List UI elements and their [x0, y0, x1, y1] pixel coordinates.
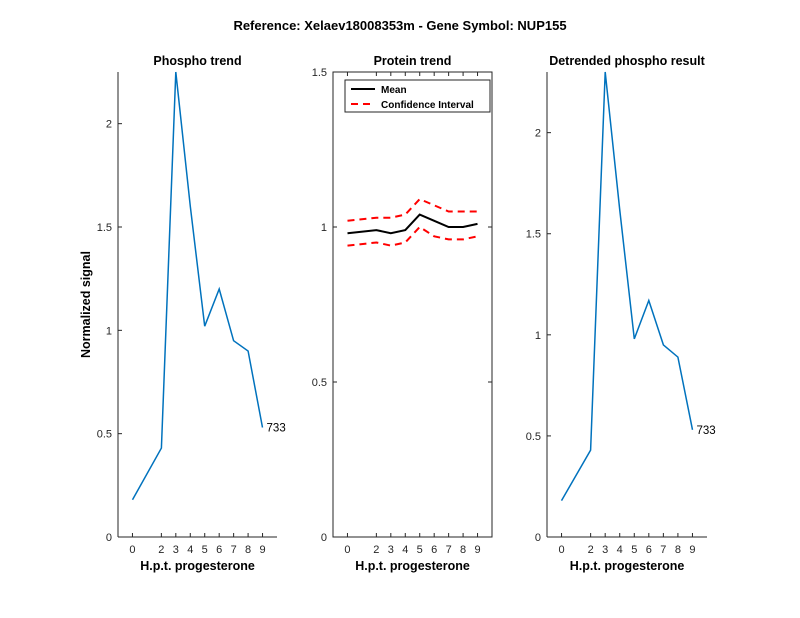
series-line-1	[347, 213, 478, 235]
x-tick-label: 4	[187, 544, 193, 556]
series-line-1	[560, 71, 694, 501]
figure-title: Reference: Xelaev18008353m - Gene Symbol…	[233, 18, 566, 33]
x-axis-label: H.p.t. progesterone	[570, 559, 685, 573]
x-tick-label: 9	[474, 544, 480, 556]
y-axis-label: Normalized signal	[79, 251, 93, 358]
x-tick-label: 5	[417, 544, 423, 556]
x-tick-label: 7	[446, 544, 452, 556]
x-tick-label: 3	[388, 544, 394, 556]
x-tick-label: 3	[173, 544, 179, 556]
y-tick-label: 1.5	[97, 222, 112, 234]
y-tick-label: 2	[106, 119, 112, 131]
series-line-1	[131, 71, 264, 501]
x-tick-label: 5	[631, 544, 637, 556]
series-line-2	[347, 197, 478, 222]
series-line-3	[347, 225, 478, 247]
x-tick-label: 6	[431, 544, 437, 556]
x-tick-label: 8	[460, 544, 466, 556]
y-tick-label: 0	[535, 532, 541, 544]
x-tick-label: 4	[617, 544, 623, 556]
x-tick-label: 6	[216, 544, 222, 556]
axes-2: 0 0.5 1 1.5 0 2 3 4 5 6 7 8 9 Protein trend H.p.t. pro…	[312, 54, 493, 573]
y-tick-label: 0.5	[312, 377, 327, 389]
x-tick-label: 8	[245, 544, 251, 556]
axes-box	[332, 71, 493, 538]
y-tick-label: 2	[535, 128, 541, 140]
y-tick-label: 1	[106, 325, 112, 337]
x-tick-label: 5	[202, 544, 208, 556]
axes-title: Phospho trend	[153, 54, 241, 68]
y-tick-label: 1.5	[312, 67, 327, 79]
y-tick-label: 1.5	[526, 229, 541, 241]
x-tick-label: 2	[158, 544, 164, 556]
axes-title: Protein trend	[374, 54, 452, 68]
x-axis-label: H.p.t. progesterone	[140, 559, 255, 573]
y-tick-label: 1	[535, 330, 541, 342]
axes-title: Detrended phospho result	[549, 54, 705, 68]
x-tick-label: 2	[588, 544, 594, 556]
x-tick-label: 0	[129, 544, 135, 556]
x-tick-label: 4	[402, 544, 408, 556]
y-tick-label: 0	[106, 532, 112, 544]
legend-label: Mean	[381, 85, 407, 96]
y-tick-label: 0.5	[97, 429, 112, 441]
x-tick-label: 0	[344, 544, 350, 556]
legend-label: Confidence Interval	[381, 100, 474, 111]
legend: Mean Confidence Interval	[344, 79, 491, 113]
legend-box	[344, 79, 491, 113]
point-annotation: 733	[267, 422, 286, 434]
x-tick-label: 3	[602, 544, 608, 556]
point-annotation: 733	[696, 425, 715, 437]
x-tick-label: 8	[675, 544, 681, 556]
x-tick-label: 2	[373, 544, 379, 556]
x-axis-label: H.p.t. progesterone	[355, 559, 470, 573]
x-tick-label: 7	[231, 544, 237, 556]
x-tick-label: 6	[646, 544, 652, 556]
x-tick-label: 0	[558, 544, 564, 556]
x-tick-label: 9	[259, 544, 265, 556]
y-tick-label: 0	[321, 532, 327, 544]
x-tick-label: 9	[689, 544, 695, 556]
y-tick-label: 0.5	[526, 431, 541, 443]
x-tick-label: 7	[660, 544, 666, 556]
y-tick-label: 1	[321, 222, 327, 234]
